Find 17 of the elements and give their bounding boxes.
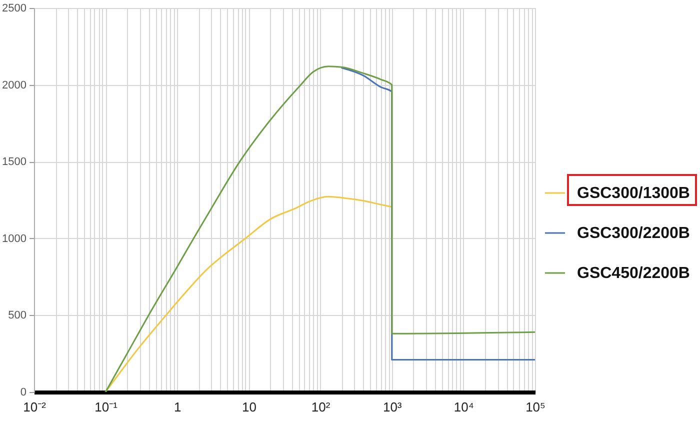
legend-label: GSC450/2200B bbox=[577, 265, 690, 282]
y-tick-label: 2000 bbox=[2, 79, 26, 92]
x-tick-label: 10⁻¹ bbox=[94, 400, 118, 414]
y-tick-label: 2500 bbox=[2, 2, 26, 14]
x-tick-label: 10⁴ bbox=[454, 400, 474, 414]
legend-label: GSC300/2200B bbox=[577, 225, 690, 242]
y-tick-label: 500 bbox=[8, 310, 26, 322]
x-tick-label: 10³ bbox=[382, 400, 402, 414]
x-tick-label: 10 bbox=[242, 400, 256, 414]
y-tick-label: 0 bbox=[20, 386, 26, 398]
x-tick-label: 1 bbox=[174, 400, 182, 414]
x-tick-label: 10⁵ bbox=[526, 400, 546, 414]
x-tick-label: 10⁻² bbox=[23, 400, 47, 414]
legend-label: GSC300/1300B bbox=[577, 185, 690, 202]
y-tick-label: 1500 bbox=[2, 156, 26, 168]
x-tick-label: 10² bbox=[311, 400, 331, 414]
y-tick-label: 1000 bbox=[2, 232, 26, 245]
